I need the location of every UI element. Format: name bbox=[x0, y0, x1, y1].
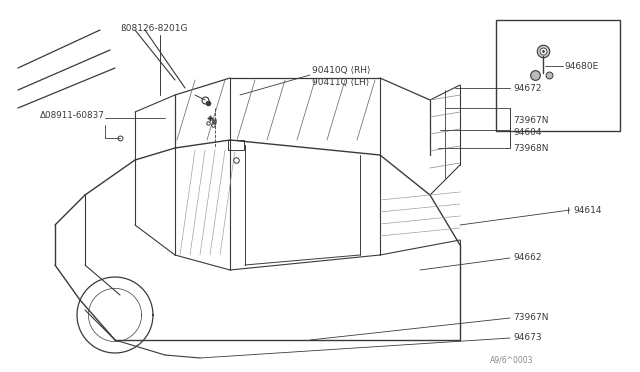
Text: 94662: 94662 bbox=[513, 253, 541, 263]
Bar bbox=[496, 20, 620, 131]
Text: A9/6^0003: A9/6^0003 bbox=[490, 356, 534, 365]
Text: 94672: 94672 bbox=[513, 83, 541, 93]
Text: 73967N: 73967N bbox=[513, 314, 548, 323]
Text: Δ08911-60837: Δ08911-60837 bbox=[40, 110, 105, 119]
Text: 94614: 94614 bbox=[573, 205, 602, 215]
Text: 94680E: 94680E bbox=[564, 62, 598, 71]
Text: 73967N: 73967N bbox=[513, 115, 548, 125]
Text: 90410Q ⟨RH⟩: 90410Q ⟨RH⟩ bbox=[312, 65, 371, 74]
Text: 94673: 94673 bbox=[513, 334, 541, 343]
Bar bbox=[228, 140, 244, 150]
Text: ß08126-8201G: ß08126-8201G bbox=[120, 23, 188, 32]
Text: 94604: 94604 bbox=[513, 128, 541, 137]
Text: 73968N: 73968N bbox=[513, 144, 548, 153]
Text: 90411Q ⟨LH⟩: 90411Q ⟨LH⟩ bbox=[312, 77, 369, 87]
